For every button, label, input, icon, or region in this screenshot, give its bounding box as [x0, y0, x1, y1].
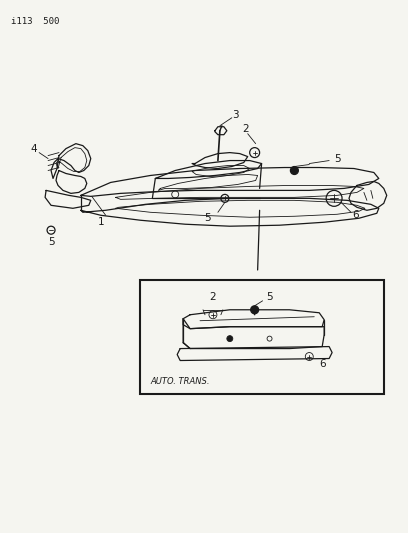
Text: 2: 2: [210, 292, 216, 302]
Text: 2: 2: [242, 124, 249, 134]
Text: 1: 1: [98, 217, 104, 227]
Text: 5: 5: [48, 237, 54, 247]
Text: 6: 6: [319, 359, 326, 369]
Text: 4: 4: [31, 143, 38, 154]
Text: 5: 5: [205, 213, 211, 223]
Text: 5: 5: [334, 154, 340, 164]
Bar: [140, 280, 384, 394]
Text: 6: 6: [353, 210, 359, 220]
Text: i113  500: i113 500: [11, 17, 60, 26]
Circle shape: [251, 306, 259, 314]
Text: AUTO. TRANS.: AUTO. TRANS.: [151, 377, 210, 386]
Text: 3: 3: [233, 110, 239, 120]
Text: 5: 5: [266, 292, 273, 302]
Circle shape: [290, 166, 298, 174]
Circle shape: [227, 336, 233, 342]
